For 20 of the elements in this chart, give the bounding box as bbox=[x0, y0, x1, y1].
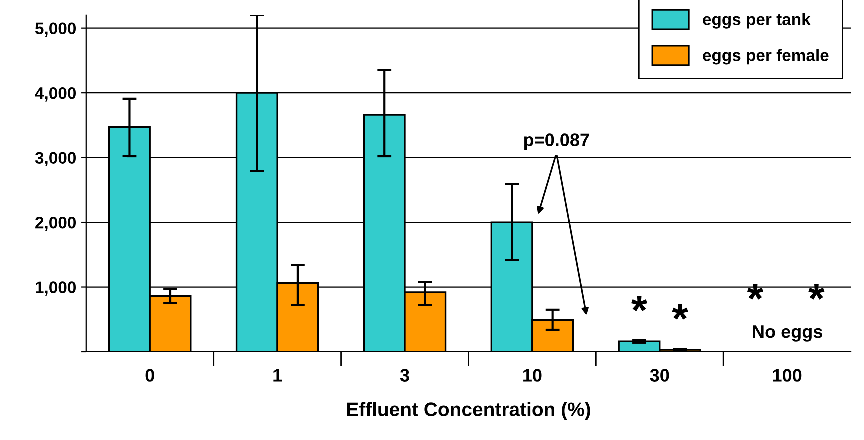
x-axis-title: Effluent Concentration (%) bbox=[347, 402, 590, 420]
annotation: p=0.087 bbox=[524, 134, 590, 150]
x-tick-label: 30 bbox=[650, 369, 670, 382]
x-tick-label: 3 bbox=[400, 369, 410, 382]
x-tick-label: 0 bbox=[146, 369, 154, 382]
x-tick-label: 1 bbox=[274, 369, 282, 382]
annotation: * bbox=[747, 284, 764, 300]
y-tick-label: 1,000 bbox=[36, 282, 76, 296]
x-tick-label: 100 bbox=[773, 369, 802, 382]
legend-label: eggs per female bbox=[703, 49, 829, 65]
annotation: * bbox=[672, 304, 688, 320]
y-tick-label: 4,000 bbox=[35, 87, 76, 102]
y-tick-label: 2,000 bbox=[36, 216, 76, 232]
annotation: * bbox=[632, 296, 648, 312]
annotation: * bbox=[808, 284, 825, 300]
y-tick-label: 3,000 bbox=[35, 152, 76, 166]
legend-label: eggs per tank bbox=[703, 13, 811, 29]
y-tick-label: 5,000 bbox=[35, 22, 76, 37]
x-tick-label: 10 bbox=[524, 369, 542, 382]
annotation: No eggs bbox=[753, 326, 822, 342]
